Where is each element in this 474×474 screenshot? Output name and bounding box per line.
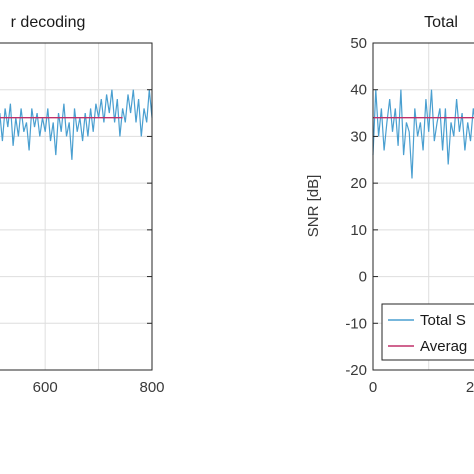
legend-label: Averag (420, 338, 467, 355)
chart-title: Total (424, 14, 458, 31)
plot-frame (372, 42, 474, 371)
x-tick-label: 800 (139, 379, 164, 396)
chart-panel-1 (0, 42, 153, 371)
y-tick-label: 40 (350, 82, 367, 99)
y-tick-label: -20 (345, 362, 367, 379)
x-tick-label: 600 (33, 379, 58, 396)
y-tick-label: 30 (350, 128, 367, 145)
plot-frame (0, 42, 153, 371)
legend: Total S Averag (381, 303, 474, 361)
x-tick-label: 2 (466, 379, 474, 396)
legend-label: Total S (420, 312, 466, 329)
y-tick-label: 20 (350, 175, 367, 192)
y-tick-label: -10 (345, 315, 367, 332)
y-tick-label: 0 (359, 269, 367, 286)
x-tick-label: 0 (369, 379, 377, 396)
y-tick-label: 10 (350, 222, 367, 239)
snr-series-line (372, 89, 474, 179)
y-axis-label: SNR [dB] (305, 175, 322, 238)
snr-series-line (0, 89, 153, 160)
chart-title: r decoding (11, 14, 86, 31)
y-tick-label: 50 (350, 35, 367, 52)
legend-box (381, 303, 474, 361)
chart-panel-2 (372, 42, 474, 371)
